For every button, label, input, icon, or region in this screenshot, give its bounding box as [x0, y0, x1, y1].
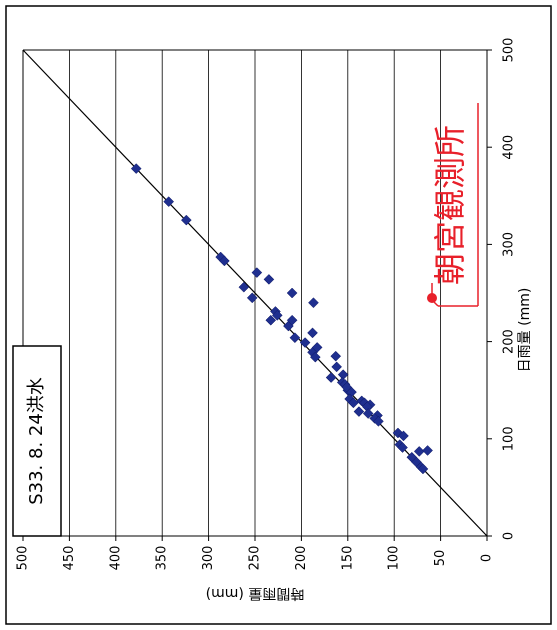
data-point — [362, 408, 374, 419]
y-tick-label: 100 — [387, 546, 402, 571]
annotation-box — [12, 345, 62, 537]
data-point — [265, 314, 277, 326]
data-point — [246, 292, 258, 304]
data-point — [330, 350, 342, 362]
y-tick-label: 450 — [62, 546, 77, 571]
data-point — [238, 281, 250, 293]
data-point — [130, 163, 142, 174]
y-tick-label: 500 — [16, 546, 31, 571]
data-point — [271, 310, 283, 321]
data-point — [308, 297, 319, 309]
annotation-text: S33. 8. 24洪水 — [26, 377, 47, 505]
y-tick-label: 150 — [340, 546, 355, 571]
data-point — [309, 351, 321, 363]
data-point — [263, 274, 275, 285]
station-label: 朝宮観測所 — [431, 125, 469, 285]
data-points — [130, 163, 433, 475]
data-point — [398, 430, 409, 442]
data-point — [286, 314, 298, 326]
x-tick-label: 0 — [502, 532, 517, 540]
data-point — [307, 327, 318, 339]
data-point — [413, 446, 425, 457]
x-tick-label: 500 — [502, 38, 517, 63]
y-tick-label: 300 — [201, 546, 216, 571]
data-point — [163, 196, 175, 207]
station-pin-head — [427, 293, 437, 303]
x-tick-label: 400 — [502, 135, 517, 160]
labels: 0 100 200 300 400 500 0 50 100 150 200 250 300 350 400… — [12, 38, 533, 601]
data-point — [299, 337, 311, 348]
x-axis-title: 日雨量 (mm) — [517, 288, 533, 373]
y-tick-label: 400 — [108, 546, 123, 571]
x-tick-label: 200 — [502, 329, 517, 354]
data-point — [325, 372, 337, 383]
data-point — [180, 214, 192, 226]
data-point — [289, 332, 301, 344]
data-point — [373, 415, 384, 427]
y-axis-title: 時間雨量 (mm) — [206, 585, 305, 601]
x-tick-label: 100 — [502, 426, 517, 451]
data-point — [422, 445, 433, 456]
x-tick-label: 300 — [502, 232, 517, 257]
data-point — [286, 287, 298, 299]
y-tick-label: 250 — [248, 546, 263, 571]
data-point — [311, 342, 323, 353]
y-tick-label: 350 — [155, 546, 170, 571]
data-point — [397, 442, 408, 453]
data-point — [219, 255, 230, 267]
data-point — [353, 406, 365, 417]
data-point — [417, 463, 429, 475]
y-tick-label: 50 — [433, 550, 448, 567]
y-tick-label: 0 — [480, 554, 495, 562]
y-tick-label: 200 — [294, 546, 309, 571]
data-point — [331, 361, 343, 373]
data-point — [251, 267, 263, 278]
